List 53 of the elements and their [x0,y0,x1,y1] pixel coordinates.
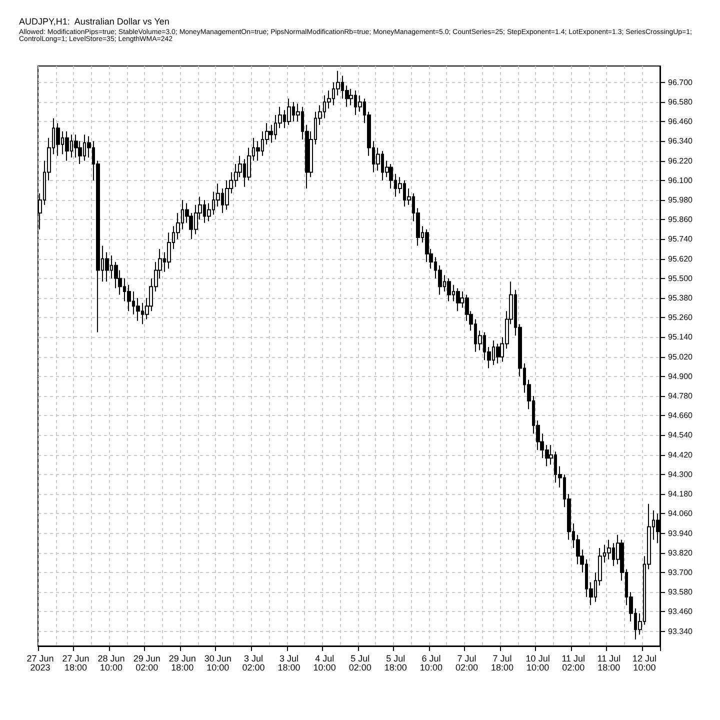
x-tick-label: 10 Jul 10:00 [526,654,550,672]
y-tick-label: 95.380 [668,294,694,302]
x-tick-label: 29 Jun 18:00 [168,654,196,672]
x-tick-label: 11 Jul 02:00 [562,654,586,672]
y-tick-label: 93.340 [668,626,694,636]
y-tick-label: 95.260 [668,313,694,322]
y-tick-label: 93.580 [668,588,694,597]
y-tick-label: 95.500 [668,274,694,283]
y-tick-label: 93.700 [668,568,694,577]
y-tick-label: 94.900 [668,372,694,381]
x-tick-label: 4 Jul 10:00 [313,654,336,672]
x-tick-label: 30 Jun 10:00 [204,654,232,672]
y-tick-label: 95.140 [668,332,694,342]
y-tick-label: 94.300 [668,470,694,479]
x-tick-label: 11 Jul 18:00 [597,654,621,672]
y-tick-label: 96.220 [668,156,694,166]
x-tick-label: 6 Jul 10:00 [420,654,442,672]
x-tick-label: 29 Jun 02:00 [133,654,160,672]
y-tick-label: 94.060 [668,509,694,518]
y-tick-label: 96.580 [668,97,694,106]
y-tick-label: 95.740 [668,234,694,244]
candlestick [447,278,451,302]
x-tick-label: 3 Jul 02:00 [242,654,265,672]
y-tick-label: 94.780 [668,392,694,401]
candlestick [456,288,460,312]
y-tick-label: 93.460 [668,607,694,616]
y-tick-label: 95.860 [668,215,694,224]
candlestick [287,98,291,126]
x-tick-label: 27 Jun 2023 [26,654,54,672]
chart-title: AUDJPY,H1: Australian Dollar vs Yen [19,16,170,26]
y-tick-label: 95.980 [668,195,694,204]
y-tick-label: 95.020 [668,352,694,362]
y-tick-label: 93.820 [668,548,694,558]
x-tick-label: 3 Jul 18:00 [278,654,300,672]
y-tick-label: 96.100 [668,176,694,185]
y-tick-label: 94.420 [668,450,694,460]
candlestick [65,130,69,162]
x-tick-label: 28 Jun 10:00 [98,654,125,672]
x-tick-label: 5 Jul 18:00 [384,654,407,672]
y-tick-label: 96.340 [668,136,694,146]
y-tick-label: 94.540 [668,430,694,440]
x-tick-label: 27 Jun 18:00 [62,654,90,672]
y-tick-label: 93.940 [668,528,694,538]
x-tick-label: 12 Jul 10:00 [632,654,656,672]
x-tick-label: 7 Jul 02:00 [455,654,478,672]
x-tick-label: 7 Jul 18:00 [491,654,514,672]
x-tick-label: 5 Jul 02:00 [348,654,372,672]
y-tick-label: 94.660 [668,411,694,420]
y-tick-label: 94.180 [668,490,694,499]
y-tick-label: 95.620 [668,254,694,264]
y-tick-label: 96.700 [668,78,694,87]
y-tick-label: 96.460 [668,117,694,126]
candlestick [56,122,60,156]
